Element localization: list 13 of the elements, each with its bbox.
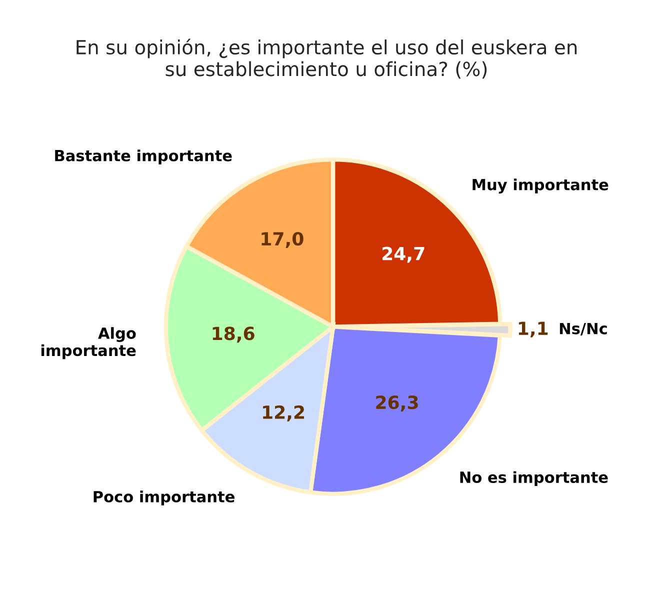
slice-label: Ns/Nc bbox=[560, 322, 607, 336]
slice-label: Bastante importante bbox=[55, 150, 232, 164]
data-label: 26,3 bbox=[376, 396, 418, 412]
data-label: 12,2 bbox=[263, 405, 304, 422]
slice-label: Muy importante bbox=[472, 178, 608, 194]
data-label: 18,6 bbox=[212, 326, 254, 343]
data-label: 17,0 bbox=[262, 232, 304, 248]
slice-label: Poco importante bbox=[94, 490, 234, 506]
slice-label: Algo importante bbox=[41, 327, 136, 360]
data-label: 24,7 bbox=[382, 246, 424, 263]
data-label: 1,1 bbox=[518, 322, 548, 338]
chart-title: En su opinión, ¿es importante el uso del euskera en su establecimiento u oficina? (%) bbox=[76, 38, 577, 79]
slice-label: No es importante bbox=[460, 471, 608, 486]
